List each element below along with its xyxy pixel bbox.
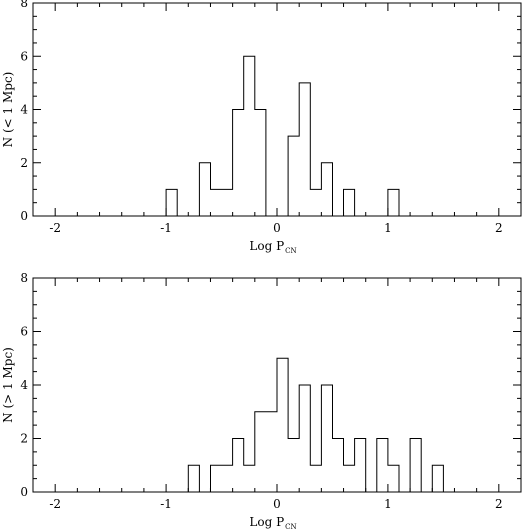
histogram-bar — [377, 439, 388, 493]
histogram-bar — [277, 358, 288, 492]
y-axis-label: N (> 1 Mpc) — [1, 347, 15, 423]
histogram-outline — [165, 55, 400, 217]
histogram-bar — [255, 110, 266, 217]
histogram-bar — [222, 189, 233, 216]
histogram-bar — [288, 136, 299, 216]
y-axis-label: N (< 1 Mpc) — [1, 72, 15, 148]
y-tick-label: 6 — [20, 49, 28, 63]
histogram-bar — [310, 189, 321, 216]
y-tick-label: 8 — [20, 0, 28, 10]
histogram-bar — [299, 385, 310, 492]
y-tick-label: 4 — [20, 103, 28, 117]
histogram-bar — [288, 439, 299, 493]
x-tick-label: 1 — [384, 221, 392, 235]
histogram-panel-1: -2 -1 0 1 2 0 2 4 6 8 Log PCN N (< 1 Mpc) — [1, 0, 522, 255]
x-tick-label: -2 — [49, 221, 61, 235]
histogram-bar — [355, 439, 366, 493]
histogram-bar — [233, 110, 244, 217]
histogram-bar — [244, 56, 255, 216]
histogram-bar — [388, 189, 399, 216]
x-tick-label: -1 — [160, 497, 172, 511]
x-tick-label: 2 — [495, 221, 503, 235]
histogram-bar — [233, 439, 244, 493]
y-tick-label: 4 — [20, 378, 28, 392]
histogram-bar — [388, 465, 399, 492]
x-tick-label: 0 — [273, 497, 281, 511]
x-tick-label: -2 — [49, 497, 61, 511]
histogram-bar — [222, 465, 233, 492]
histogram-bar — [266, 412, 277, 492]
y-tick-label: 6 — [20, 325, 28, 339]
histogram-bar — [344, 465, 355, 492]
histogram-bar — [210, 189, 221, 216]
y-tick-label: 8 — [20, 271, 28, 285]
histogram-bar — [166, 189, 177, 216]
y-tick-label: 2 — [20, 156, 28, 170]
histogram-bar — [332, 439, 343, 493]
histogram-bar — [410, 439, 421, 493]
histogram-bar — [188, 465, 199, 492]
histogram-bar — [344, 189, 355, 216]
x-tick-label: -1 — [160, 221, 172, 235]
y-tick-label: 2 — [20, 432, 28, 446]
histogram-bar — [244, 465, 255, 492]
x-axis-label: Log PCN — [249, 239, 296, 255]
x-axis-label: Log PCN — [249, 515, 296, 531]
histogram-bar — [255, 412, 266, 492]
histogram-bar — [199, 163, 210, 216]
histogram-bar — [299, 83, 310, 216]
histogram-outline — [187, 357, 444, 493]
histogram-bar — [321, 385, 332, 492]
histogram-bar — [432, 465, 443, 492]
histogram-panel-2: -2 -1 0 1 2 0 2 4 6 8 Log PCN N (> 1 Mpc) — [1, 271, 522, 531]
histogram-bar — [210, 465, 221, 492]
histogram-bar — [321, 163, 332, 216]
x-tick-label: 1 — [384, 497, 392, 511]
x-tick-label: 2 — [495, 497, 503, 511]
y-tick-label: 0 — [20, 485, 28, 499]
y-tick-label: 0 — [20, 209, 28, 223]
x-tick-label: 0 — [273, 221, 281, 235]
histogram-bar — [310, 465, 321, 492]
plot-frame — [32, 2, 522, 217]
